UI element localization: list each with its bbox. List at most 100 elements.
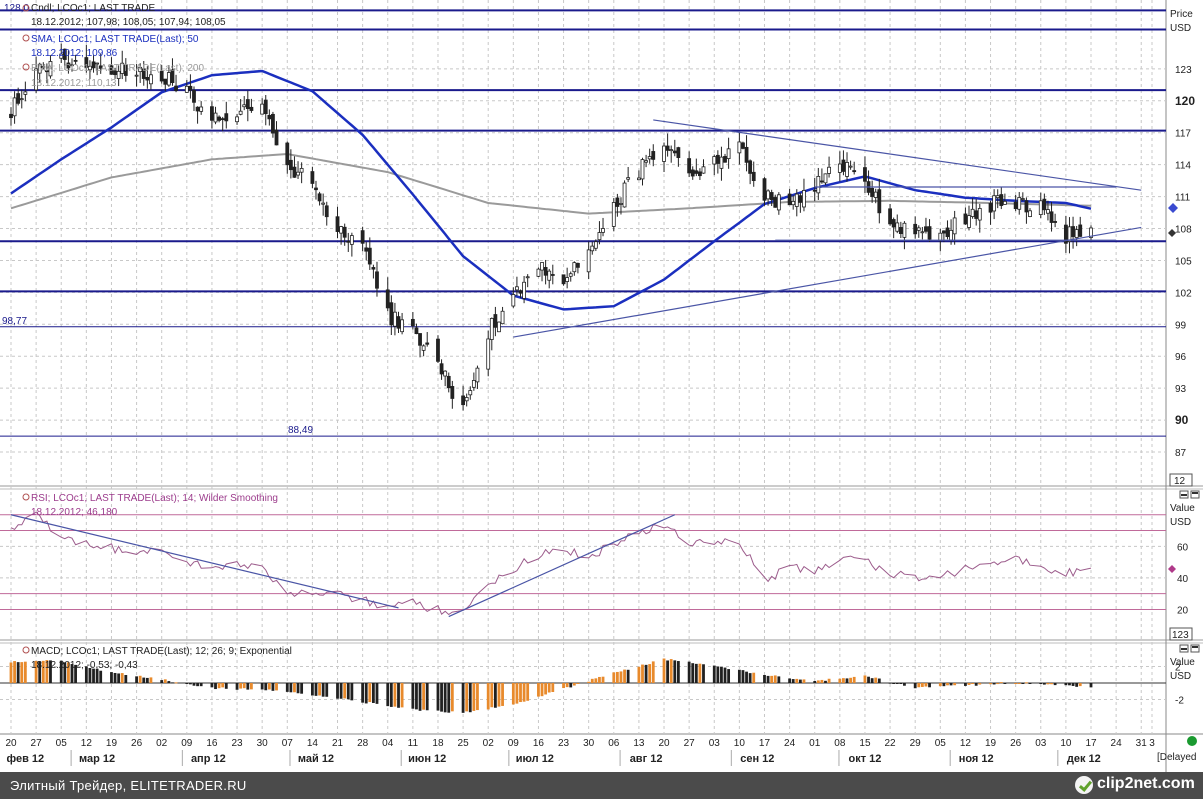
candle-body — [12, 97, 17, 117]
candle-body — [751, 171, 756, 182]
sma-50-path — [10, 69, 1092, 311]
price-tick-label: 111 — [1175, 193, 1191, 204]
panel-maximize-icon[interactable] — [1190, 644, 1200, 653]
macd-bar — [20, 662, 24, 683]
candle-body — [572, 262, 577, 273]
candle-body — [389, 302, 394, 326]
macd-bar — [698, 663, 702, 683]
macd-bar — [838, 678, 842, 683]
macd-bar — [196, 683, 199, 687]
date-tick-label: 28 — [357, 738, 369, 749]
rsi-legend: RSI; LCOc1; LAST TRADE(Last); 14; Wilder… — [22, 493, 278, 518]
macd-bar — [38, 661, 42, 683]
macd-bar — [716, 666, 720, 683]
candle-body — [349, 235, 354, 245]
candle-body — [515, 286, 519, 291]
candle-body — [672, 150, 677, 154]
candle-body — [285, 142, 290, 166]
date-tick-label: 20 — [658, 738, 670, 749]
candle-body — [988, 203, 993, 213]
macd-bar — [149, 677, 153, 683]
macd-bar — [210, 683, 214, 688]
date-tick-label: 23 — [558, 738, 570, 749]
macd-bar — [415, 683, 418, 710]
candle-body — [192, 90, 196, 103]
panel-maximize-icon[interactable] — [1190, 490, 1200, 499]
macd-bar — [1078, 683, 1082, 687]
candle-body — [1078, 224, 1083, 237]
macd-bar — [361, 683, 365, 703]
macd-bar — [199, 683, 203, 687]
macd-panel-controls[interactable] — [1179, 644, 1200, 653]
price-scale-corner: 12 — [1169, 473, 1193, 487]
macd-axis-unit: USD — [1170, 671, 1191, 682]
macd-bar — [371, 683, 375, 703]
date-tick-label: 05 — [935, 738, 947, 749]
macd-bar — [336, 683, 339, 699]
macd-bar — [802, 679, 806, 683]
candle-body — [927, 226, 932, 240]
candle-body — [238, 110, 243, 115]
candle-body — [941, 230, 946, 234]
macd-bar — [389, 683, 393, 707]
macd-bar — [515, 683, 519, 704]
macd-bar — [795, 678, 799, 683]
candle-body — [590, 245, 595, 252]
price-tick-label: 93 — [1175, 384, 1187, 395]
candle-body — [644, 160, 648, 163]
candle-body — [536, 268, 541, 277]
macd-bar — [669, 659, 673, 683]
macd-bar — [522, 683, 526, 702]
candle-body — [1002, 200, 1007, 205]
price-tick-label: 120 — [1175, 94, 1195, 108]
candle-body — [1024, 200, 1029, 213]
candle-body — [963, 213, 968, 225]
clip2net-logo[interactable]: clip2net.com — [1075, 775, 1195, 796]
candle-body — [737, 141, 742, 154]
candle-body — [450, 386, 455, 399]
candle-body — [493, 314, 498, 328]
rsi-trendline — [448, 514, 676, 618]
month-label: дек 12 — [1067, 753, 1101, 765]
macd-bar — [565, 683, 569, 688]
macd-bar — [770, 675, 774, 683]
candle-body — [213, 112, 218, 123]
candle-body — [95, 62, 100, 65]
price-tick-label: 105 — [1175, 256, 1192, 267]
candle-body — [346, 240, 351, 243]
macd-bar — [214, 683, 217, 690]
date-tick-label: 20 — [5, 738, 17, 749]
candle-body — [149, 74, 153, 85]
candle-body — [210, 106, 214, 121]
macd-legend-name: MACD; LCOc1; LAST TRADE(Last); 12; 26; 9… — [31, 646, 292, 657]
macd-bar — [260, 683, 264, 690]
candle-body — [637, 177, 641, 181]
rsi-panel-controls[interactable] — [1179, 490, 1200, 499]
macd-bar — [285, 683, 289, 692]
rsi-trendline — [10, 514, 399, 609]
macd-bar — [440, 683, 443, 712]
macd-bar — [468, 683, 472, 713]
date-tick-label: 29 — [910, 738, 922, 749]
candle-body — [439, 363, 444, 375]
macd-bar — [612, 672, 616, 683]
macd-bar — [964, 683, 967, 686]
axis-titles: Price USD Value USD Value USD — [1170, 9, 1195, 682]
candle-body — [217, 116, 222, 121]
price-trendlines — [513, 119, 1178, 573]
sma-legend-value: 18.12.2012; 109,86 — [31, 48, 118, 59]
macd-bar — [946, 683, 949, 686]
macd-bar — [727, 669, 731, 683]
candle-body — [525, 276, 530, 279]
macd-bar — [221, 683, 225, 688]
macd-bar — [641, 664, 644, 683]
macd-bar — [788, 678, 792, 683]
macd-bar — [666, 660, 670, 683]
candle-body — [769, 192, 774, 200]
candle-body — [317, 193, 322, 202]
macd-bar — [763, 674, 766, 683]
candle-body — [385, 289, 390, 309]
candle-body — [924, 226, 928, 232]
macd-bar — [619, 671, 623, 683]
